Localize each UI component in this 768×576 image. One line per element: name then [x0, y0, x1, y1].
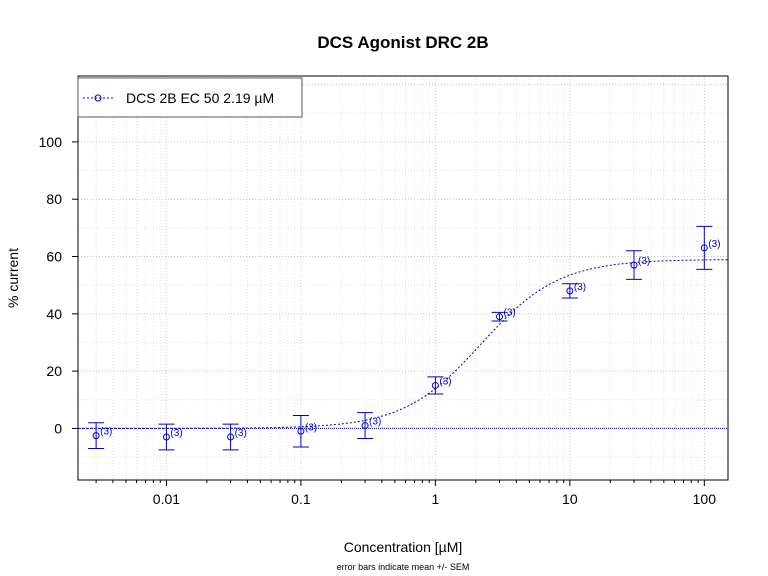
n-label: (3) [708, 239, 720, 250]
chart-title: DCS Agonist DRC 2B [317, 33, 488, 52]
x-tick-label: 10 [562, 491, 578, 507]
plot-frame [77, 75, 729, 481]
y-tick-label: 60 [46, 249, 62, 265]
data-point [162, 433, 170, 441]
n-label: (3) [170, 428, 182, 439]
data-point [700, 244, 708, 252]
n-label: (3) [100, 427, 112, 438]
n-label: (3) [369, 417, 381, 428]
y-axis: 0 20 40 60 80 100 [39, 134, 78, 436]
fit-curves [78, 259, 728, 429]
data-point [431, 381, 439, 389]
n-label: (3) [574, 282, 586, 293]
legend-marker [94, 94, 102, 102]
y-tick-label: 100 [39, 134, 63, 150]
data-point [297, 427, 305, 435]
y-tick-label: 0 [54, 420, 62, 436]
legend-box [77, 77, 303, 118]
y-tick-label: 40 [46, 306, 62, 322]
n-label: (3) [305, 422, 317, 433]
y-tick-label: 20 [46, 363, 62, 379]
footnote: error bars indicate mean +/- SEM [337, 562, 470, 572]
legend-entry-label: DCS 2B EC 50 2.19 µM [126, 90, 274, 106]
grid [78, 76, 728, 480]
n-label: (3) [235, 428, 247, 439]
data-point [361, 422, 369, 430]
y-axis-label: % current [5, 248, 21, 308]
n-label: (3) [439, 376, 451, 387]
data-point [496, 313, 504, 321]
n-label: (3) [504, 308, 516, 319]
data-points: (3) (3) (3) (3) (3) (3) (3) (3) (3) (3) [88, 225, 721, 451]
fit-curve [78, 259, 728, 429]
x-tick-label: 0.01 [153, 491, 180, 507]
legend: DCS 2B EC 50 2.19 µM [77, 77, 303, 118]
data-point [630, 261, 638, 269]
x-tick-label: 0.1 [291, 491, 311, 507]
data-point [566, 287, 574, 295]
data-point [92, 432, 100, 440]
x-axis: 0.01 0.1 1 10 100 [95, 480, 717, 507]
y-tick-label: 80 [46, 191, 62, 207]
n-label: (3) [638, 256, 650, 267]
x-axis-label: Concentration [µM] [344, 539, 463, 555]
x-tick-label: 1 [431, 491, 439, 507]
data-point [227, 433, 235, 441]
x-tick-label: 100 [693, 491, 717, 507]
